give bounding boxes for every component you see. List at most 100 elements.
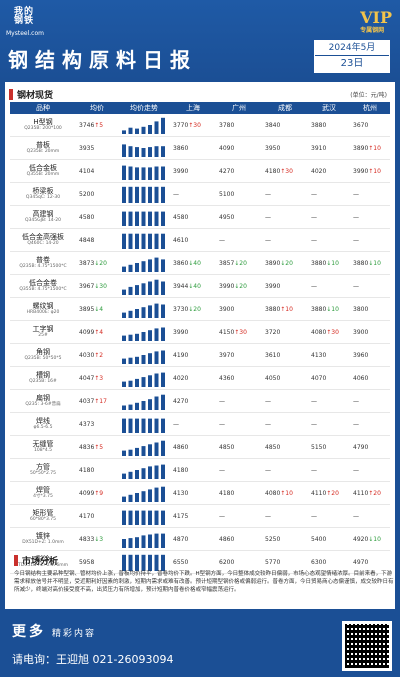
trend-bar bbox=[122, 450, 126, 456]
trend-bar bbox=[122, 211, 126, 226]
city-price: — bbox=[353, 397, 359, 405]
vip-badge: VIP 专属钢网 bbox=[360, 8, 392, 34]
city-price: 6300 bbox=[311, 558, 327, 566]
city-change: ↑10 bbox=[368, 167, 381, 175]
table-row: 矩形管 60*80*3.75 4170 4175— — — — bbox=[10, 504, 390, 528]
city-change: ↓20 bbox=[234, 282, 247, 290]
price-wh: — bbox=[308, 504, 350, 528]
col-header: 广州 bbox=[216, 102, 262, 114]
date-day: 23日 bbox=[340, 58, 364, 69]
product-spec: Q355B: 4.75*1500*C bbox=[19, 287, 67, 292]
trend-bar bbox=[161, 327, 165, 341]
trend-bar bbox=[154, 303, 159, 318]
trend-bar bbox=[122, 418, 126, 433]
price-cd: — bbox=[262, 182, 308, 206]
avg-price-cell: 3967↓30 bbox=[76, 274, 118, 298]
avg-price: 4030 bbox=[79, 351, 95, 359]
price-wh: 4080↑30 bbox=[308, 320, 350, 344]
product-name: 无缝管 bbox=[32, 440, 54, 448]
trend-bar bbox=[154, 442, 159, 456]
trend-cell bbox=[118, 550, 170, 574]
trend-bar bbox=[128, 166, 133, 180]
price-sh: 4020 bbox=[170, 366, 216, 390]
product-spec: Q355B: 20mm bbox=[26, 172, 60, 177]
more-content[interactable]: 更多 精彩内容 bbox=[12, 621, 96, 641]
price-wh: 4020 bbox=[308, 159, 350, 183]
price-sh: 3770↑30 bbox=[170, 114, 216, 137]
trend-bar bbox=[161, 304, 165, 318]
avg-price-cell: 5200 bbox=[76, 182, 118, 206]
price-sh: 3944↓40 bbox=[170, 274, 216, 298]
product-name: 彩涂 bbox=[36, 555, 50, 563]
price-wh: 5150 bbox=[308, 435, 350, 459]
price-sh: 4860 bbox=[170, 435, 216, 459]
price-hz: — bbox=[350, 458, 390, 482]
city-price: 5400 bbox=[311, 535, 327, 543]
avg-price-cell: 4836↑5 bbox=[76, 435, 118, 459]
city-price: — bbox=[219, 466, 225, 474]
trend-sparkbars bbox=[122, 211, 165, 226]
price-hz: — bbox=[350, 412, 390, 436]
trend-bar bbox=[154, 487, 159, 502]
city-price: 4150 bbox=[219, 328, 235, 336]
trend-bar bbox=[154, 146, 159, 157]
price-gz: 4090 bbox=[216, 136, 262, 160]
trend-bar bbox=[135, 537, 139, 548]
product-spec: Q235B: 4.75*1500*C bbox=[19, 264, 67, 269]
product-cell: 桥梁板 Q345qC: 12-30 bbox=[10, 182, 76, 206]
product-name: 普板 bbox=[36, 141, 50, 149]
city-price: — bbox=[311, 420, 317, 428]
city-change: ↓40 bbox=[188, 259, 201, 267]
trend-bar bbox=[148, 305, 152, 318]
price-hz: — bbox=[350, 205, 390, 229]
city-price: 6200 bbox=[219, 558, 235, 566]
city-price: — bbox=[311, 512, 317, 520]
price-sh: 4130 bbox=[170, 481, 216, 505]
trend-sparkbars bbox=[122, 464, 165, 479]
trend-cell bbox=[118, 114, 170, 137]
city-price: — bbox=[173, 190, 179, 198]
trend-bar bbox=[148, 510, 152, 525]
price-hz: 4060 bbox=[350, 366, 390, 390]
product-cell: 普板 Q235B: 20mm bbox=[10, 136, 76, 160]
trend-bar bbox=[154, 510, 159, 525]
price-cd: 3840 bbox=[262, 114, 308, 137]
trend-bar bbox=[141, 148, 146, 157]
price-sh: 3860↓40 bbox=[170, 251, 216, 275]
avg-price: 3746 bbox=[79, 121, 95, 129]
trend-bar bbox=[128, 186, 133, 203]
trend-bar bbox=[148, 466, 152, 479]
price-sh: 4175 bbox=[170, 504, 216, 528]
trend-bar bbox=[122, 266, 126, 272]
trend-bar bbox=[141, 446, 146, 456]
avg-change: ↓4 bbox=[94, 305, 104, 313]
price-table: 品种 均价 均价走势 上海 广州 成都 武汉 杭州 H型钢 Q235B: 200*… bbox=[10, 102, 390, 574]
trend-sparkbars bbox=[122, 554, 165, 571]
avg-change: ↑17 bbox=[94, 397, 107, 405]
trend-bar bbox=[141, 468, 146, 479]
avg-price: 4580 bbox=[79, 213, 95, 221]
trend-bar bbox=[122, 144, 126, 157]
product-spec: Q235B: 50*50*5 bbox=[24, 356, 62, 361]
price-sh: — bbox=[170, 412, 216, 436]
avg-price-cell: 4099↑9 bbox=[76, 481, 118, 505]
trend-cell bbox=[118, 389, 170, 413]
col-header: 均价 bbox=[76, 102, 118, 114]
trend-sparkbars bbox=[122, 418, 165, 433]
trend-sparkbars bbox=[122, 327, 165, 341]
price-cd: 4050 bbox=[262, 366, 308, 390]
price-gz: — bbox=[216, 504, 262, 528]
product-cell: 焊管 4寸*3.75 bbox=[10, 481, 76, 505]
trend-bar bbox=[148, 444, 152, 456]
price-gz: — bbox=[216, 458, 262, 482]
trend-cell bbox=[118, 366, 170, 390]
avg-price-cell: 4170 bbox=[76, 504, 118, 528]
trend-bar bbox=[161, 440, 165, 456]
trend-bar bbox=[122, 510, 126, 525]
city-price: 3960 bbox=[353, 351, 369, 359]
avg-change: ↓30 bbox=[94, 282, 107, 290]
avg-price-cell: 3935 bbox=[76, 136, 118, 160]
qr-code[interactable] bbox=[342, 621, 392, 671]
vip-label: VIP bbox=[360, 8, 392, 27]
trend-bar bbox=[141, 283, 146, 295]
